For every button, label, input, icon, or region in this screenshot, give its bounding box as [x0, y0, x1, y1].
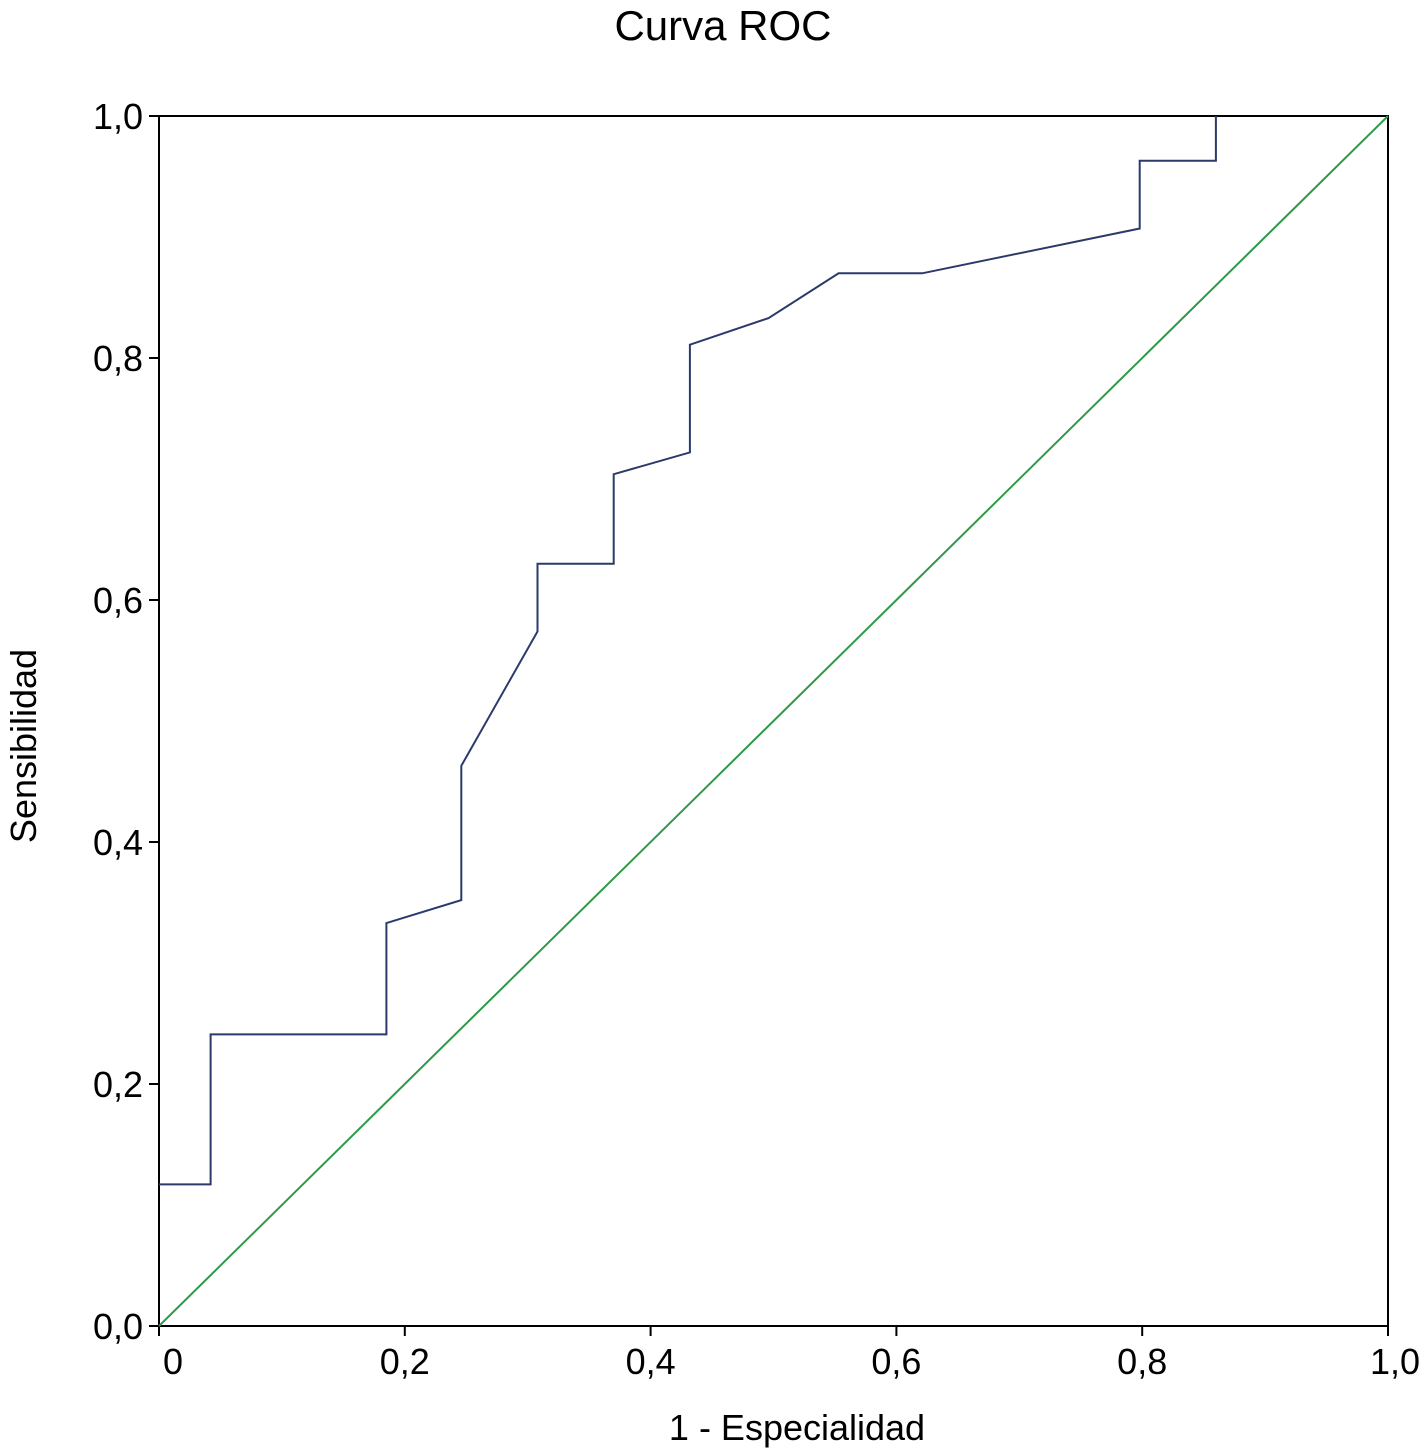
x-tick-label: 0,6	[871, 1341, 921, 1382]
y-tick-label: 0,2	[93, 1064, 143, 1105]
x-tick-label: 0,2	[380, 1341, 430, 1382]
y-tick-label: 0,0	[93, 1306, 143, 1347]
reference-line-line	[158, 115, 1389, 1327]
plot-area: 0 0,2 0,4 0,6 0,8 1,0 0,0 0,2 0,4 0,6 0,8 1,0	[93, 96, 1420, 1382]
y-tick-label: 0,8	[93, 338, 143, 379]
roc-curve-line	[159, 116, 1217, 1186]
y-tick-label: 0,6	[93, 580, 143, 621]
chart-title: Curva ROC	[614, 2, 831, 49]
y-tick-label: 1,0	[93, 96, 143, 137]
x-tick-label: 1,0	[1370, 1341, 1420, 1382]
y-tick-label: 0,4	[93, 822, 143, 863]
x-axis-label: 1 - Especialidad	[669, 1407, 925, 1448]
x-tick-label: 0	[163, 1341, 183, 1382]
y-axis-label: Sensibilidad	[3, 649, 44, 843]
plot-frame	[158, 115, 1389, 1327]
x-tick-label: 0,8	[1117, 1341, 1167, 1382]
x-tick-label: 0,4	[626, 1341, 676, 1382]
